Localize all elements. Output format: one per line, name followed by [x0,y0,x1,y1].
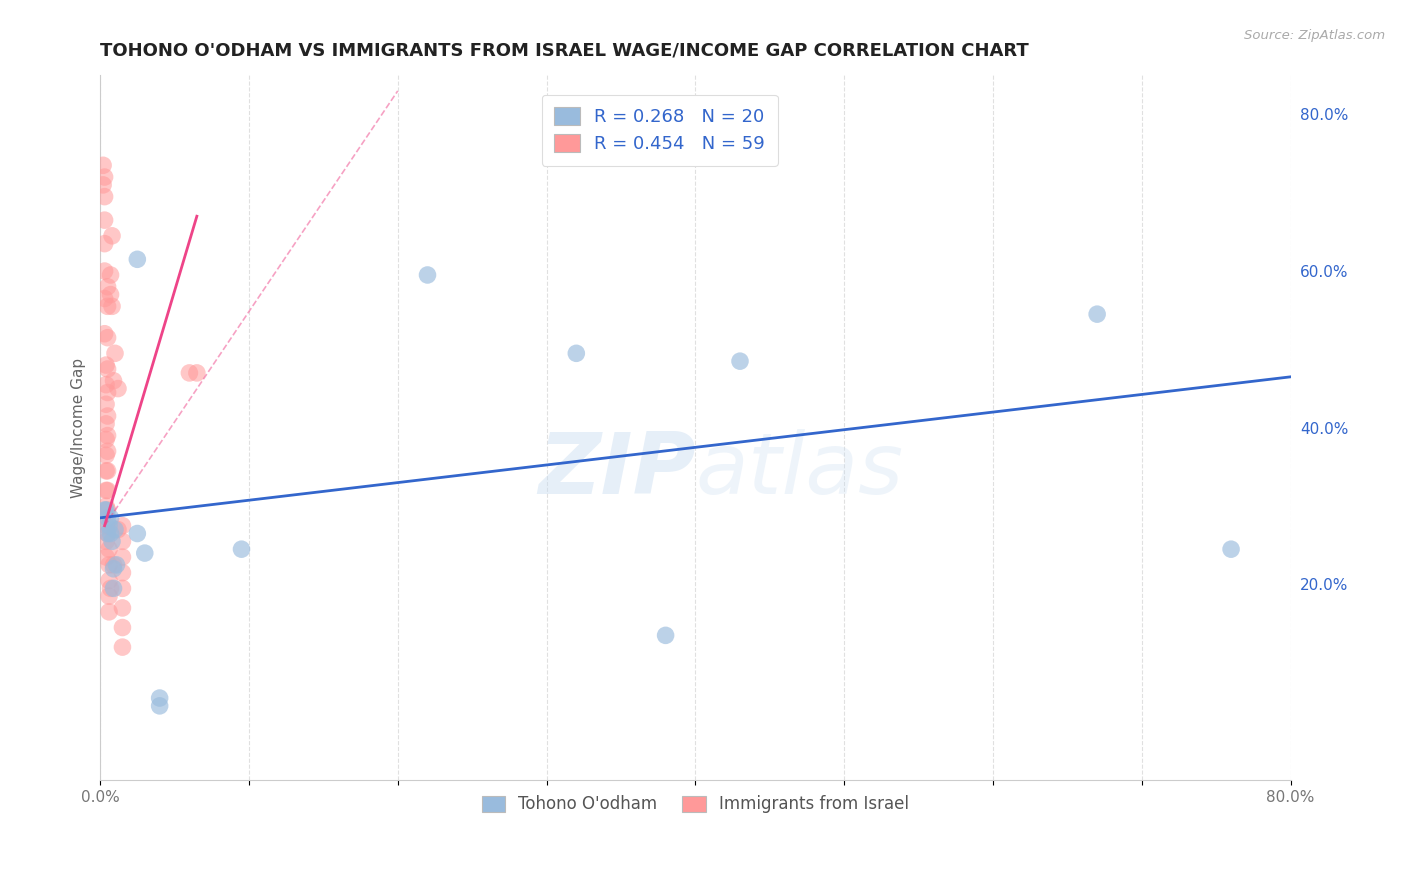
Point [94,397,117,411]
Point [186,366,208,380]
Point [94,377,117,392]
Point [111,582,134,596]
Point [107,523,129,537]
Text: Source: ZipAtlas.com: Source: ZipAtlas.com [1244,29,1385,42]
Point [97,409,120,423]
Point [1220,542,1243,557]
Point [93,264,115,278]
Point [91,178,114,192]
Point [94,549,117,564]
Text: TOHONO O'ODHAM VS IMMIGRANTS FROM ISRAEL WAGE/INCOME GAP CORRELATION CHART: TOHONO O'ODHAM VS IMMIGRANTS FROM ISRAEL… [100,42,1029,60]
Point [94,534,117,549]
Text: ZIP: ZIP [537,428,696,511]
Point [97,279,120,293]
Point [94,518,117,533]
Point [91,158,114,172]
Point [107,382,129,396]
Point [111,566,134,580]
Point [111,621,134,635]
Point [104,346,127,360]
Point [101,299,124,313]
Point [98,589,121,603]
Point [728,354,751,368]
Point [100,287,122,301]
Point [94,417,117,431]
Point [93,189,115,203]
Point [94,464,117,478]
Point [97,526,120,541]
Point [105,558,128,572]
Point [97,526,120,541]
Point [149,691,172,706]
Point [100,582,122,596]
Point [97,511,120,525]
Point [104,523,127,537]
Point [111,534,134,549]
Point [98,574,121,588]
Point [97,299,120,313]
Point [179,366,201,380]
Point [98,518,121,533]
Point [94,433,117,447]
Point [94,483,117,498]
Point [97,483,120,498]
Point [97,503,120,517]
Point [134,546,156,560]
Point [93,236,115,251]
Point [101,534,124,549]
Point [103,374,125,388]
Point [97,428,120,442]
Point [94,499,117,513]
Point [101,228,124,243]
Point [98,605,121,619]
Point [93,169,115,184]
Legend: Tohono O'odham, Immigrants from Israel: Tohono O'odham, Immigrants from Israel [470,783,921,825]
Point [127,526,149,541]
Point [94,448,117,462]
Point [97,444,120,458]
Point [100,268,122,282]
Point [103,562,125,576]
Point [111,640,134,654]
Point [103,558,125,572]
Point [93,292,115,306]
Point [100,511,122,525]
Point [97,385,120,400]
Point [231,542,253,557]
Point [97,362,120,376]
Point [97,331,120,345]
Point [93,326,115,341]
Point [111,549,134,564]
Point [149,698,172,713]
Text: atlas: atlas [696,428,904,511]
Y-axis label: Wage/Income Gap: Wage/Income Gap [72,358,86,498]
Point [111,518,134,533]
Point [654,628,676,642]
Point [111,601,134,615]
Point [127,252,149,267]
Point [103,582,125,596]
Point [94,503,117,517]
Point [565,346,588,360]
Point [94,358,117,372]
Point [97,464,120,478]
Point [98,542,121,557]
Point [93,213,115,227]
Point [416,268,439,282]
Point [1085,307,1108,321]
Point [93,503,115,517]
Point [98,558,121,572]
Point [100,526,122,541]
